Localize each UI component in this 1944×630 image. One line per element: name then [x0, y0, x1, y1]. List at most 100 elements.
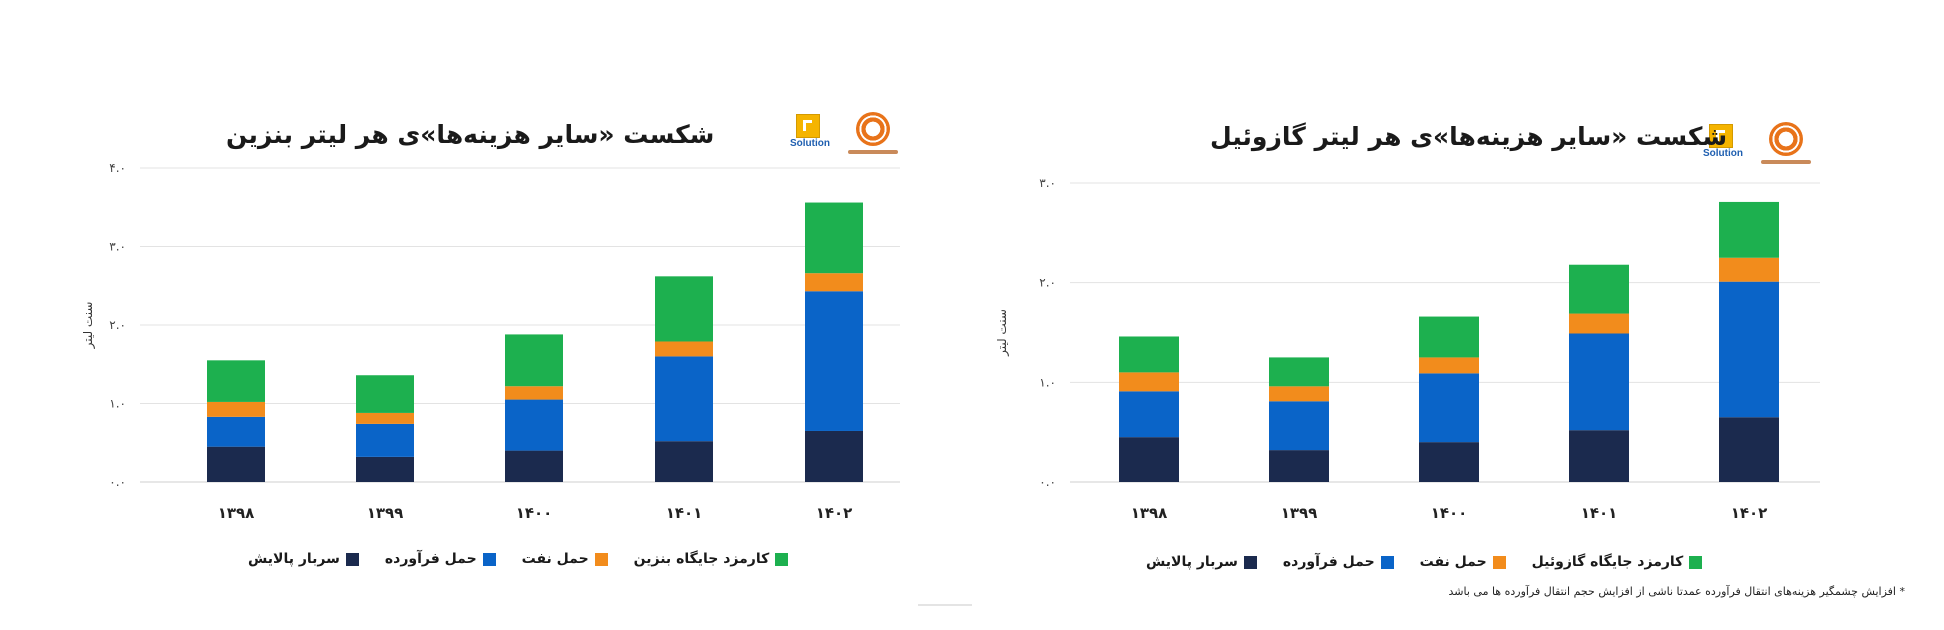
- bar-segment: [1119, 372, 1179, 392]
- x-tick-label: ۱۴۰۲: [816, 504, 853, 522]
- legend-swatch: [1689, 555, 1703, 569]
- bar-segment: [207, 446, 265, 482]
- logo-caption: [848, 150, 898, 154]
- bar-segment: [1719, 417, 1779, 482]
- legend-swatch: [594, 552, 608, 566]
- x-tick-label: ۱۴۰۰: [1431, 504, 1468, 522]
- legend-item: حمل فرآورده: [1283, 554, 1394, 570]
- y-tick-label: ۴.۰: [109, 161, 126, 175]
- chart-title: شکست «سایر هزینه‌ها»ی هر لیتر بنزین: [226, 120, 715, 149]
- legend-label: حمل فرآورده: [1282, 554, 1375, 570]
- legend-label: حمل نفت: [1419, 554, 1487, 570]
- sun-logo-icon: [1769, 122, 1803, 156]
- x-tick-label: ۱۴۰۱: [666, 504, 703, 522]
- bar-segment: [1269, 401, 1329, 451]
- bar-segment: [356, 375, 414, 413]
- chart-plot: ۰.۰ ۱.۰ ۲.۰ ۳.۰ سنت لیتر ۱۳۹۸ ۱۳۹۹ ۱۴۰۰ ۱۴۰۱ ۱۴۰۲: [995, 176, 1820, 522]
- bar-segment: [1419, 373, 1479, 443]
- legend-label: حمل نفت: [521, 551, 589, 567]
- bar-segment: [1119, 336, 1179, 373]
- bar-segment: [1269, 357, 1329, 387]
- legend-swatch: [345, 552, 359, 566]
- x-tick-label: ۱۳۹۸: [1131, 504, 1168, 522]
- logo-brand-text: Solution: [1703, 148, 1743, 159]
- legend-item: کارمزد جایگاه گازوئیل: [1532, 554, 1703, 570]
- x-tick-label: ۱۳۹۸: [218, 504, 255, 522]
- legend-item: سربار پالایش: [1146, 554, 1257, 570]
- y-axis-label: سنت لیتر: [995, 309, 1010, 357]
- bar-segment: [1269, 386, 1329, 402]
- legend-item: حمل فرآورده: [385, 551, 496, 567]
- solution-logo-icon: [1709, 124, 1733, 148]
- y-tick-label: ۱.۰: [1039, 375, 1056, 389]
- legend-item: حمل نفت: [1420, 554, 1506, 570]
- company-logo: Solution: [790, 112, 900, 162]
- legend-item: حمل نفت: [522, 551, 608, 567]
- bar-segment: [655, 441, 713, 482]
- chart-title: شکست «سایر هزینه‌ها»ی هر لیتر گازوئیل: [1210, 122, 1728, 151]
- bar-segment: [655, 276, 713, 342]
- bar-segment: [805, 430, 863, 482]
- divider: [918, 604, 972, 606]
- legend-label: کارمزد جایگاه بنزین: [633, 551, 770, 567]
- bar-segment: [1719, 257, 1779, 282]
- x-tick-label: ۱۴۰۰: [516, 504, 553, 522]
- bar-segment: [1569, 313, 1629, 334]
- bar-segment: [505, 386, 563, 400]
- bar-segment: [207, 360, 265, 402]
- bar-segment: [655, 341, 713, 357]
- bar-segment: [1719, 281, 1779, 418]
- chart-legend: سربار پالایش حمل فرآورده حمل نفت کارمزد جای…: [1120, 554, 1703, 570]
- x-tick-label: ۱۴۰۱: [1581, 504, 1618, 522]
- footnote: * افزایش چشمگیر هزینه‌های انتقال فرآورده…: [1448, 585, 1906, 598]
- bar-segment: [1569, 333, 1629, 431]
- y-tick-label: ۲.۰: [1039, 276, 1056, 290]
- legend-swatch: [1380, 555, 1394, 569]
- bar-segment: [1569, 264, 1629, 314]
- bar-segment: [505, 399, 563, 451]
- bar-segment: [805, 273, 863, 292]
- bar-segment: [1719, 201, 1779, 258]
- bar-segment: [1269, 450, 1329, 482]
- legend-swatch: [775, 552, 789, 566]
- bar-segment: [505, 334, 563, 387]
- legend-item: کارمزد جایگاه بنزین: [634, 551, 789, 567]
- bar-segment: [805, 291, 863, 431]
- bar-segment: [655, 356, 713, 442]
- bar-segment: [1569, 430, 1629, 482]
- bar-segment: [505, 450, 563, 482]
- diesel-chart-panel: Solution شکست «سایر هزینه‌ها»ی هر لیتر گ…: [960, 0, 1944, 630]
- legend-label: کارمزد جایگاه گازوئیل: [1531, 554, 1684, 570]
- y-tick-label: ۳.۰: [1039, 176, 1056, 190]
- bar-segment: [207, 401, 265, 417]
- x-tick-label: ۱۳۹۹: [367, 504, 404, 522]
- bar-segment: [1419, 442, 1479, 482]
- chart-plot: ۰.۰ ۱.۰ ۲.۰ ۳.۰ ۴.۰ سنت لیتر ۱۳۹۸ ۱۳۹۹ ۱۴۰۰ ۱۴۰۱ ۱…: [81, 161, 900, 522]
- y-axis-label: سنت لیتر: [81, 302, 96, 350]
- logo-caption: [1761, 160, 1811, 164]
- bar-segment: [207, 416, 265, 447]
- solution-logo-icon: [796, 114, 820, 138]
- bar-segment: [805, 202, 863, 274]
- y-tick-label: ۱.۰: [109, 397, 126, 411]
- bar-segment: [1119, 391, 1179, 438]
- company-logo: Solution: [1703, 122, 1813, 172]
- legend-swatch: [1243, 555, 1257, 569]
- gasoline-chart-panel: Solution شکست «سایر هزینه‌ها»ی هر لیتر ب…: [0, 0, 960, 630]
- y-tick-label: ۳.۰: [109, 240, 126, 254]
- legend-label: حمل فرآورده: [384, 551, 477, 567]
- legend-item: سربار پالایش: [248, 551, 359, 567]
- y-tick-label: ۰.۰: [109, 475, 126, 489]
- bar-segment: [1419, 316, 1479, 358]
- x-tick-label: ۱۳۹۹: [1281, 504, 1318, 522]
- bar-segment: [356, 412, 414, 424]
- bar-segment: [356, 423, 414, 457]
- legend-label: سربار پالایش: [1146, 554, 1238, 570]
- y-tick-label: ۰.۰: [1039, 475, 1056, 489]
- logo-brand-text: Solution: [790, 138, 830, 149]
- y-tick-label: ۲.۰: [109, 318, 126, 332]
- legend-swatch: [1492, 555, 1506, 569]
- chart-legend: سربار پالایش حمل فرآورده حمل نفت کارمزد جای…: [222, 551, 789, 567]
- bar-segment: [1119, 437, 1179, 482]
- bar-segment: [356, 456, 414, 482]
